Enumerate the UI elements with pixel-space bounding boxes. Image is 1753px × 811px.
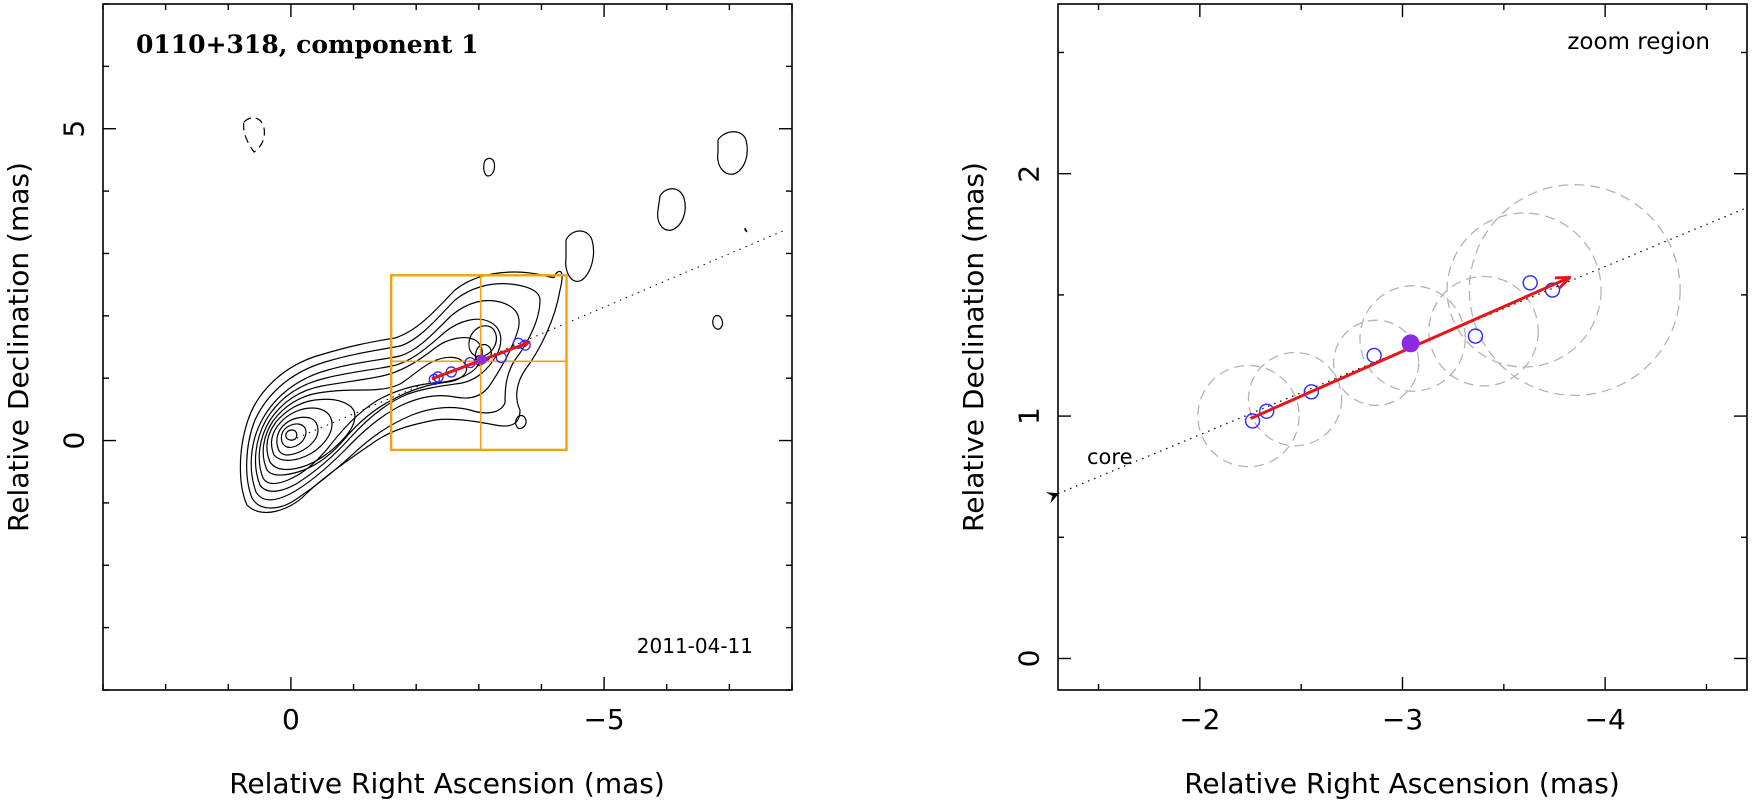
y-tick-label: 0 xyxy=(58,432,91,450)
component-markers xyxy=(1244,275,1561,429)
zoom-box-outline xyxy=(389,274,568,452)
left-panel: 0 −5 0 5 xyxy=(2,3,793,800)
x-tick-label: −5 xyxy=(583,703,624,736)
component-point xyxy=(1522,275,1538,291)
jet-axis-line xyxy=(1045,207,1748,504)
right-chart-title: zoom region xyxy=(1567,29,1710,55)
component-point xyxy=(1259,403,1275,419)
component-point xyxy=(1467,328,1484,344)
contour-level-11 xyxy=(285,429,298,441)
y-tick-label: 1 xyxy=(1013,407,1046,425)
contour-level-4 xyxy=(254,318,502,492)
contour-knot xyxy=(657,188,686,231)
x-tick-label: −3 xyxy=(1382,703,1423,736)
contour-knot xyxy=(483,157,496,177)
contour-level-6 xyxy=(262,356,468,476)
contour-level-5 xyxy=(258,337,483,485)
left-x-axis-label: Relative Right Ascension (mas) xyxy=(229,767,665,800)
epoch-label: 2011-04-11 xyxy=(637,634,753,658)
fit-circle xyxy=(1332,319,1420,406)
component-point xyxy=(1303,384,1320,400)
fit-circle xyxy=(1446,212,1602,368)
fit-circle xyxy=(1468,184,1681,397)
current-component-marker xyxy=(476,354,487,365)
y-tick-label: 0 xyxy=(1013,650,1046,668)
contour-knot xyxy=(744,227,748,233)
contour-level-1 xyxy=(239,270,563,514)
negative-contour xyxy=(243,117,265,153)
current-component-marker xyxy=(1401,334,1420,353)
contour-level-8 xyxy=(270,407,333,461)
y-tick-label: 5 xyxy=(58,120,91,138)
component-point xyxy=(1544,282,1561,298)
fit-error-circles xyxy=(1197,184,1681,468)
x-tick-label: −4 xyxy=(1585,703,1626,736)
left-y-axis-label: Relative Declination (mas) xyxy=(2,162,35,532)
contour-level-3 xyxy=(250,299,520,501)
core-label: core xyxy=(1087,445,1133,469)
right-tick-labels: −2 −3 −4 0 1 2 xyxy=(1013,165,1626,736)
contour-knot xyxy=(717,131,748,175)
contour-knot xyxy=(515,414,527,430)
left-tick-labels: 0 −5 0 5 xyxy=(58,120,625,736)
contour-level-7 xyxy=(266,398,356,471)
contour-knot xyxy=(565,230,595,282)
contour-level-9 xyxy=(276,416,319,456)
fit-circle xyxy=(1247,351,1343,447)
right-y-axis-label: Relative Declination (mas) xyxy=(957,162,990,532)
fit-circle xyxy=(1428,275,1539,387)
fit-circle xyxy=(1197,364,1300,468)
y-tick-label: 2 xyxy=(1013,165,1046,183)
right-panel: −2 −3 −4 0 1 2 core zoom region Relative Righ… xyxy=(957,3,1748,800)
right-x-axis-label: Relative Right Ascension (mas) xyxy=(1184,767,1620,800)
left-axis-ticks xyxy=(102,3,793,691)
x-tick-label: −2 xyxy=(1179,703,1220,736)
component-point xyxy=(1244,413,1261,429)
contour-level-10 xyxy=(280,423,307,448)
contour-level-2 xyxy=(246,283,541,509)
contour-map xyxy=(239,117,748,514)
contour-knot xyxy=(712,314,724,330)
right-axis-ticks xyxy=(1058,4,1747,690)
left-chart-title: 0110+318, component 1 xyxy=(136,30,479,59)
left-plot-frame xyxy=(102,3,793,691)
x-tick-label: 0 xyxy=(282,703,300,736)
fit-circle xyxy=(1359,285,1466,392)
